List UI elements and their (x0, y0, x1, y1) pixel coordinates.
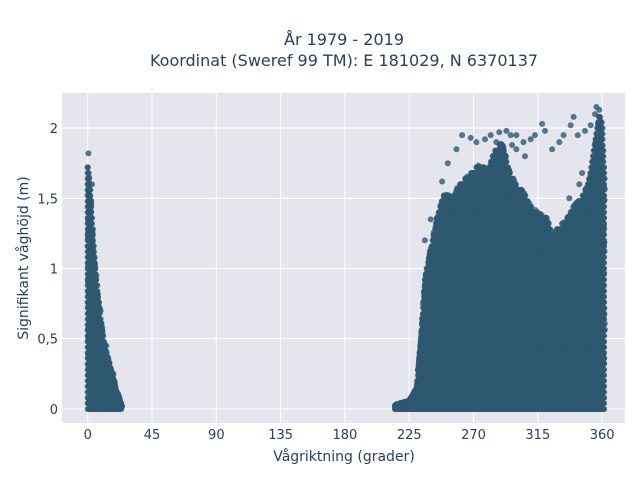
scatter-point (92, 266, 98, 272)
scatter-point (118, 406, 124, 412)
scatter-point (90, 232, 96, 238)
scatter-point (98, 308, 104, 314)
scatter-point (94, 282, 100, 288)
scatter-point (117, 400, 123, 406)
scatter-point (91, 249, 97, 255)
chart-title-line2: Koordinat (Sweref 99 TM): E 181029, N 63… (150, 51, 538, 70)
scatter-point (90, 226, 96, 232)
scatter-point (91, 243, 97, 249)
scatter-point (98, 316, 104, 322)
scatter-point (94, 288, 100, 294)
scatter-point (110, 371, 116, 377)
scatter-point (89, 221, 95, 227)
scatter-point (98, 322, 104, 328)
scatter-point (85, 150, 91, 156)
scatter-point (90, 237, 96, 243)
scatter-point (103, 343, 109, 349)
scatter-point (99, 327, 105, 333)
scatter-point (87, 187, 93, 193)
scatter-point (92, 260, 98, 266)
scatter-point (114, 389, 120, 395)
scatter-point (85, 164, 91, 170)
scatter-point (92, 254, 98, 260)
scatter-point (116, 395, 122, 401)
scatter-point (89, 181, 95, 187)
scatter-point (106, 361, 112, 367)
scatter-point (93, 273, 99, 279)
scatter-point (111, 378, 117, 384)
scatter-point (96, 299, 102, 305)
scatter-point (89, 215, 95, 221)
scatter-point (112, 384, 118, 390)
scatter-point (100, 333, 106, 339)
scatter-point (88, 198, 94, 204)
chart-title-line1: År 1979 - 2019 (284, 30, 404, 49)
scatter-point (88, 204, 94, 210)
scatter-point (88, 209, 94, 215)
scatter-point (86, 174, 92, 180)
scatter-point (87, 193, 93, 199)
scatter-point (105, 355, 111, 361)
scatter-point (95, 294, 101, 300)
scatter-point (104, 350, 110, 356)
